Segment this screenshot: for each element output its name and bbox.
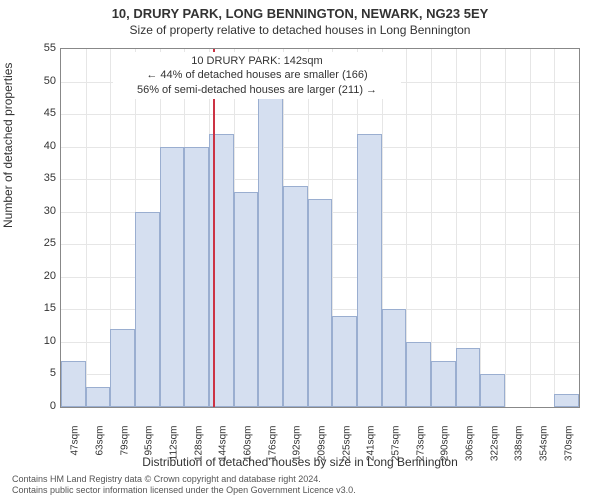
histogram-bar <box>456 348 481 407</box>
y-tick-label: 15 <box>26 302 56 314</box>
x-tick-label: 63sqm <box>95 426 106 476</box>
chart-plot-area: 10 DRURY PARK: 142sqm← 44% of detached h… <box>60 48 580 408</box>
x-tick-label: 354sqm <box>539 426 550 476</box>
gridline-horizontal <box>61 179 579 180</box>
gridline-vertical <box>505 49 506 407</box>
histogram-bar <box>308 199 333 407</box>
histogram-bar <box>332 316 357 407</box>
x-tick-label: 225sqm <box>341 426 352 476</box>
x-tick-label: 370sqm <box>563 426 574 476</box>
x-tick-label: 192sqm <box>292 426 303 476</box>
footer-attribution: Contains HM Land Registry data © Crown c… <box>12 474 356 496</box>
histogram-bar <box>554 394 579 407</box>
y-tick-label: 10 <box>26 335 56 347</box>
y-tick-label: 50 <box>26 75 56 87</box>
y-tick-label: 20 <box>26 270 56 282</box>
annotation-line: ← 44% of detached houses are smaller (16… <box>119 68 395 82</box>
x-tick-label: 322sqm <box>489 426 500 476</box>
x-tick-label: 257sqm <box>391 426 402 476</box>
histogram-bar <box>480 374 505 407</box>
histogram-bar <box>258 75 283 407</box>
chart-subtitle: Size of property relative to detached ho… <box>0 21 600 37</box>
histogram-bar <box>234 192 259 407</box>
x-tick-label: 95sqm <box>144 426 155 476</box>
y-tick-label: 5 <box>26 367 56 379</box>
y-tick-label: 35 <box>26 172 56 184</box>
histogram-bar <box>110 329 135 407</box>
annotation-line: 56% of semi-detached houses are larger (… <box>119 83 395 97</box>
gridline-vertical <box>480 49 481 407</box>
y-tick-label: 55 <box>26 42 56 54</box>
y-tick-label: 45 <box>26 107 56 119</box>
footer-line2: Contains public sector information licen… <box>12 485 356 496</box>
gridline-horizontal <box>61 147 579 148</box>
x-tick-label: 144sqm <box>218 426 229 476</box>
gridline-vertical <box>530 49 531 407</box>
histogram-bar <box>283 186 308 407</box>
y-tick-label: 0 <box>26 400 56 412</box>
histogram-bar <box>86 387 111 407</box>
reference-marker-line <box>213 49 215 407</box>
x-tick-label: 112sqm <box>169 426 180 476</box>
gridline-vertical <box>431 49 432 407</box>
x-tick-label: 160sqm <box>243 426 254 476</box>
histogram-bar <box>406 342 431 407</box>
gridline-vertical <box>86 49 87 407</box>
x-tick-label: 290sqm <box>440 426 451 476</box>
histogram-bar <box>431 361 456 407</box>
annotation-callout: 10 DRURY PARK: 142sqm← 44% of detached h… <box>113 52 401 99</box>
chart-title-address: 10, DRURY PARK, LONG BENNINGTON, NEWARK,… <box>0 0 600 21</box>
x-tick-label: 306sqm <box>465 426 476 476</box>
histogram-bar <box>61 361 86 407</box>
histogram-bar <box>135 212 160 407</box>
y-tick-label: 30 <box>26 205 56 217</box>
footer-line1: Contains HM Land Registry data © Crown c… <box>12 474 356 485</box>
x-tick-label: 47sqm <box>70 426 81 476</box>
x-tick-label: 176sqm <box>267 426 278 476</box>
x-tick-label: 338sqm <box>514 426 525 476</box>
histogram-bar <box>184 147 209 407</box>
annotation-line: 10 DRURY PARK: 142sqm <box>119 54 395 68</box>
x-tick-label: 128sqm <box>193 426 204 476</box>
histogram-bar <box>357 134 382 407</box>
y-tick-label: 25 <box>26 237 56 249</box>
histogram-bar <box>382 309 407 407</box>
x-tick-label: 209sqm <box>317 426 328 476</box>
histogram-bar <box>160 147 185 407</box>
y-axis-label: Number of detached properties <box>1 63 15 228</box>
x-tick-label: 241sqm <box>366 426 377 476</box>
gridline-horizontal <box>61 114 579 115</box>
gridline-vertical <box>554 49 555 407</box>
y-tick-label: 40 <box>26 140 56 152</box>
x-tick-label: 79sqm <box>119 426 130 476</box>
x-tick-label: 273sqm <box>415 426 426 476</box>
